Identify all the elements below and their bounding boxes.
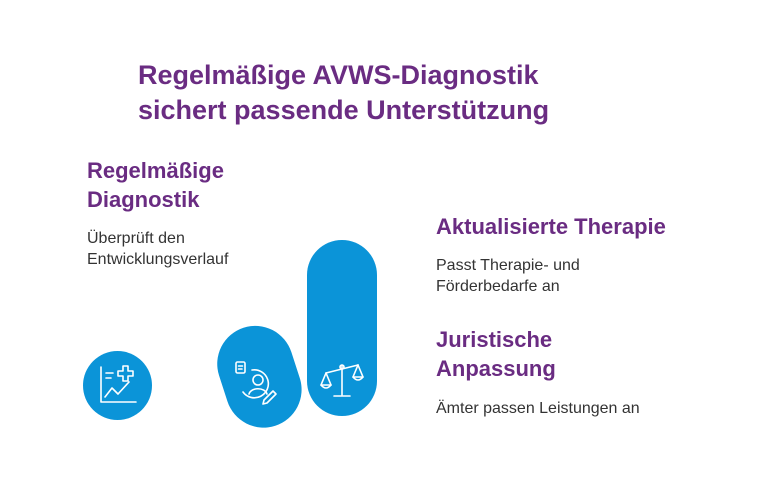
person-document-pencil-icon bbox=[230, 358, 282, 410]
diagnostik-description-line-1: Überprüft den bbox=[87, 230, 185, 247]
therapie-description-line-1: Passt Therapie- und bbox=[436, 257, 580, 274]
title-line-1: Regelmäßige AVWS-Diagnostik bbox=[138, 60, 539, 90]
therapie-heading: Aktualisierte Therapie bbox=[436, 212, 666, 241]
therapie-description: Passt Therapie- und Förderbedarfe an bbox=[436, 255, 580, 297]
diagnostik-heading: Regelmäßige Diagnostik bbox=[87, 156, 224, 214]
juristisch-heading-line-2: Anpassung bbox=[436, 356, 556, 381]
therapie-description-line-2: Förderbedarfe an bbox=[436, 278, 560, 295]
title-line-2: sichert passende Unterstützung bbox=[138, 95, 550, 125]
diagnostik-description-line-2: Entwicklungsverlauf bbox=[87, 251, 229, 268]
juristisch-description-text: Ämter passen Leistungen an bbox=[436, 400, 640, 417]
juristisch-heading: Juristische Anpassung bbox=[436, 325, 556, 383]
diagnostik-heading-line-2: Diagnostik bbox=[87, 187, 200, 212]
chart-medical-cross-icon bbox=[96, 363, 140, 407]
juristisch-heading-line-1: Juristische bbox=[436, 327, 553, 352]
scales-icon bbox=[318, 361, 366, 403]
juristisch-description: Ämter passen Leistungen an bbox=[436, 398, 640, 419]
diagnostik-heading-line-1: Regelmäßige bbox=[87, 158, 224, 183]
diagnostik-circle bbox=[83, 351, 152, 420]
therapie-heading-text: Aktualisierte Therapie bbox=[436, 214, 666, 239]
page-title: Regelmäßige AVWS-Diagnostik sichert pass… bbox=[138, 58, 698, 128]
diagnostik-description: Überprüft den Entwicklungsverlauf bbox=[87, 228, 228, 270]
